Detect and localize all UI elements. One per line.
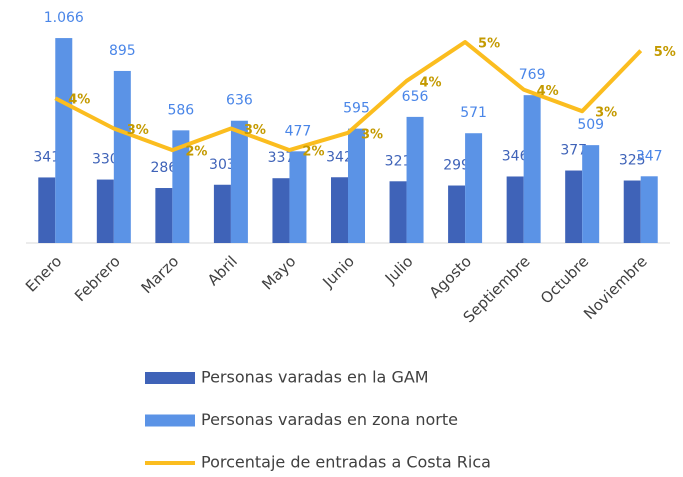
data-label: 347	[636, 148, 663, 164]
data-label: 346	[502, 148, 529, 164]
data-label: 325	[619, 153, 646, 169]
legend-marker	[145, 372, 195, 384]
data-label: 337	[268, 150, 295, 166]
data-label: 509	[577, 117, 604, 133]
data-label: 5%	[654, 45, 676, 60]
bar	[172, 130, 190, 243]
x-tick-label: Octubre	[537, 252, 592, 307]
data-label: 595	[343, 101, 370, 117]
bar	[565, 170, 583, 243]
x-tick-label: Abril	[204, 252, 241, 289]
x-tick-label: Marzo	[138, 252, 183, 297]
bar	[406, 116, 424, 243]
data-label: 636	[226, 93, 253, 109]
legend-marker	[145, 414, 195, 427]
bar	[448, 185, 466, 243]
bar	[506, 176, 524, 243]
data-label: 477	[285, 123, 312, 139]
bar	[55, 38, 73, 243]
data-label: 5%	[478, 37, 500, 52]
bar	[113, 70, 131, 243]
legend-label: Personas varadas en zona norte	[201, 410, 458, 429]
data-label: 895	[109, 43, 136, 59]
bar	[213, 184, 231, 243]
bar	[389, 181, 407, 243]
x-tick-label: Agosto	[426, 252, 475, 301]
data-label: 342	[326, 149, 353, 165]
bar	[230, 120, 248, 243]
data-label: 2%	[185, 145, 207, 160]
bar	[582, 145, 600, 243]
data-label: 586	[167, 102, 194, 118]
data-label: 3%	[361, 127, 383, 142]
data-label: 3%	[244, 123, 266, 138]
data-label: 3%	[595, 106, 617, 121]
data-label: 1.066	[44, 10, 84, 26]
data-label: 2%	[302, 145, 324, 160]
bar	[348, 128, 365, 243]
data-label: 286	[150, 160, 177, 176]
bar	[155, 188, 173, 243]
data-label: 769	[519, 67, 546, 83]
data-label: 4%	[68, 93, 90, 108]
data-label: 4%	[537, 84, 559, 99]
bar	[38, 177, 56, 243]
data-label: 4%	[420, 75, 442, 90]
bar	[96, 179, 114, 243]
x-tick-label: Noviembre	[580, 252, 651, 323]
bar	[331, 177, 348, 243]
data-label: 330	[92, 152, 119, 168]
data-label: 321	[385, 153, 412, 169]
bar	[272, 178, 290, 243]
data-label: 377	[560, 143, 587, 159]
data-label: 299	[443, 158, 470, 174]
bar	[289, 151, 307, 243]
x-tick-label: Mayo	[258, 252, 299, 293]
x-tick-label: Febrero	[71, 252, 124, 305]
legend-label: Personas varadas en la GAM	[201, 368, 429, 387]
bar	[523, 95, 541, 243]
legend-label: Porcentaje de entradas a Costa Rica	[201, 453, 491, 472]
data-label: 303	[209, 157, 236, 173]
line	[54, 40, 643, 153]
data-label: 341	[33, 149, 60, 165]
bar	[623, 180, 641, 243]
x-tick-label: Junio	[319, 252, 358, 291]
data-label: 656	[402, 89, 429, 105]
x-tick-label: Julio	[381, 252, 417, 288]
data-label: 3%	[127, 123, 149, 138]
bar	[465, 133, 483, 243]
bar	[640, 176, 658, 243]
x-tick-label: Enero	[22, 252, 65, 295]
data-label: 571	[460, 105, 487, 121]
